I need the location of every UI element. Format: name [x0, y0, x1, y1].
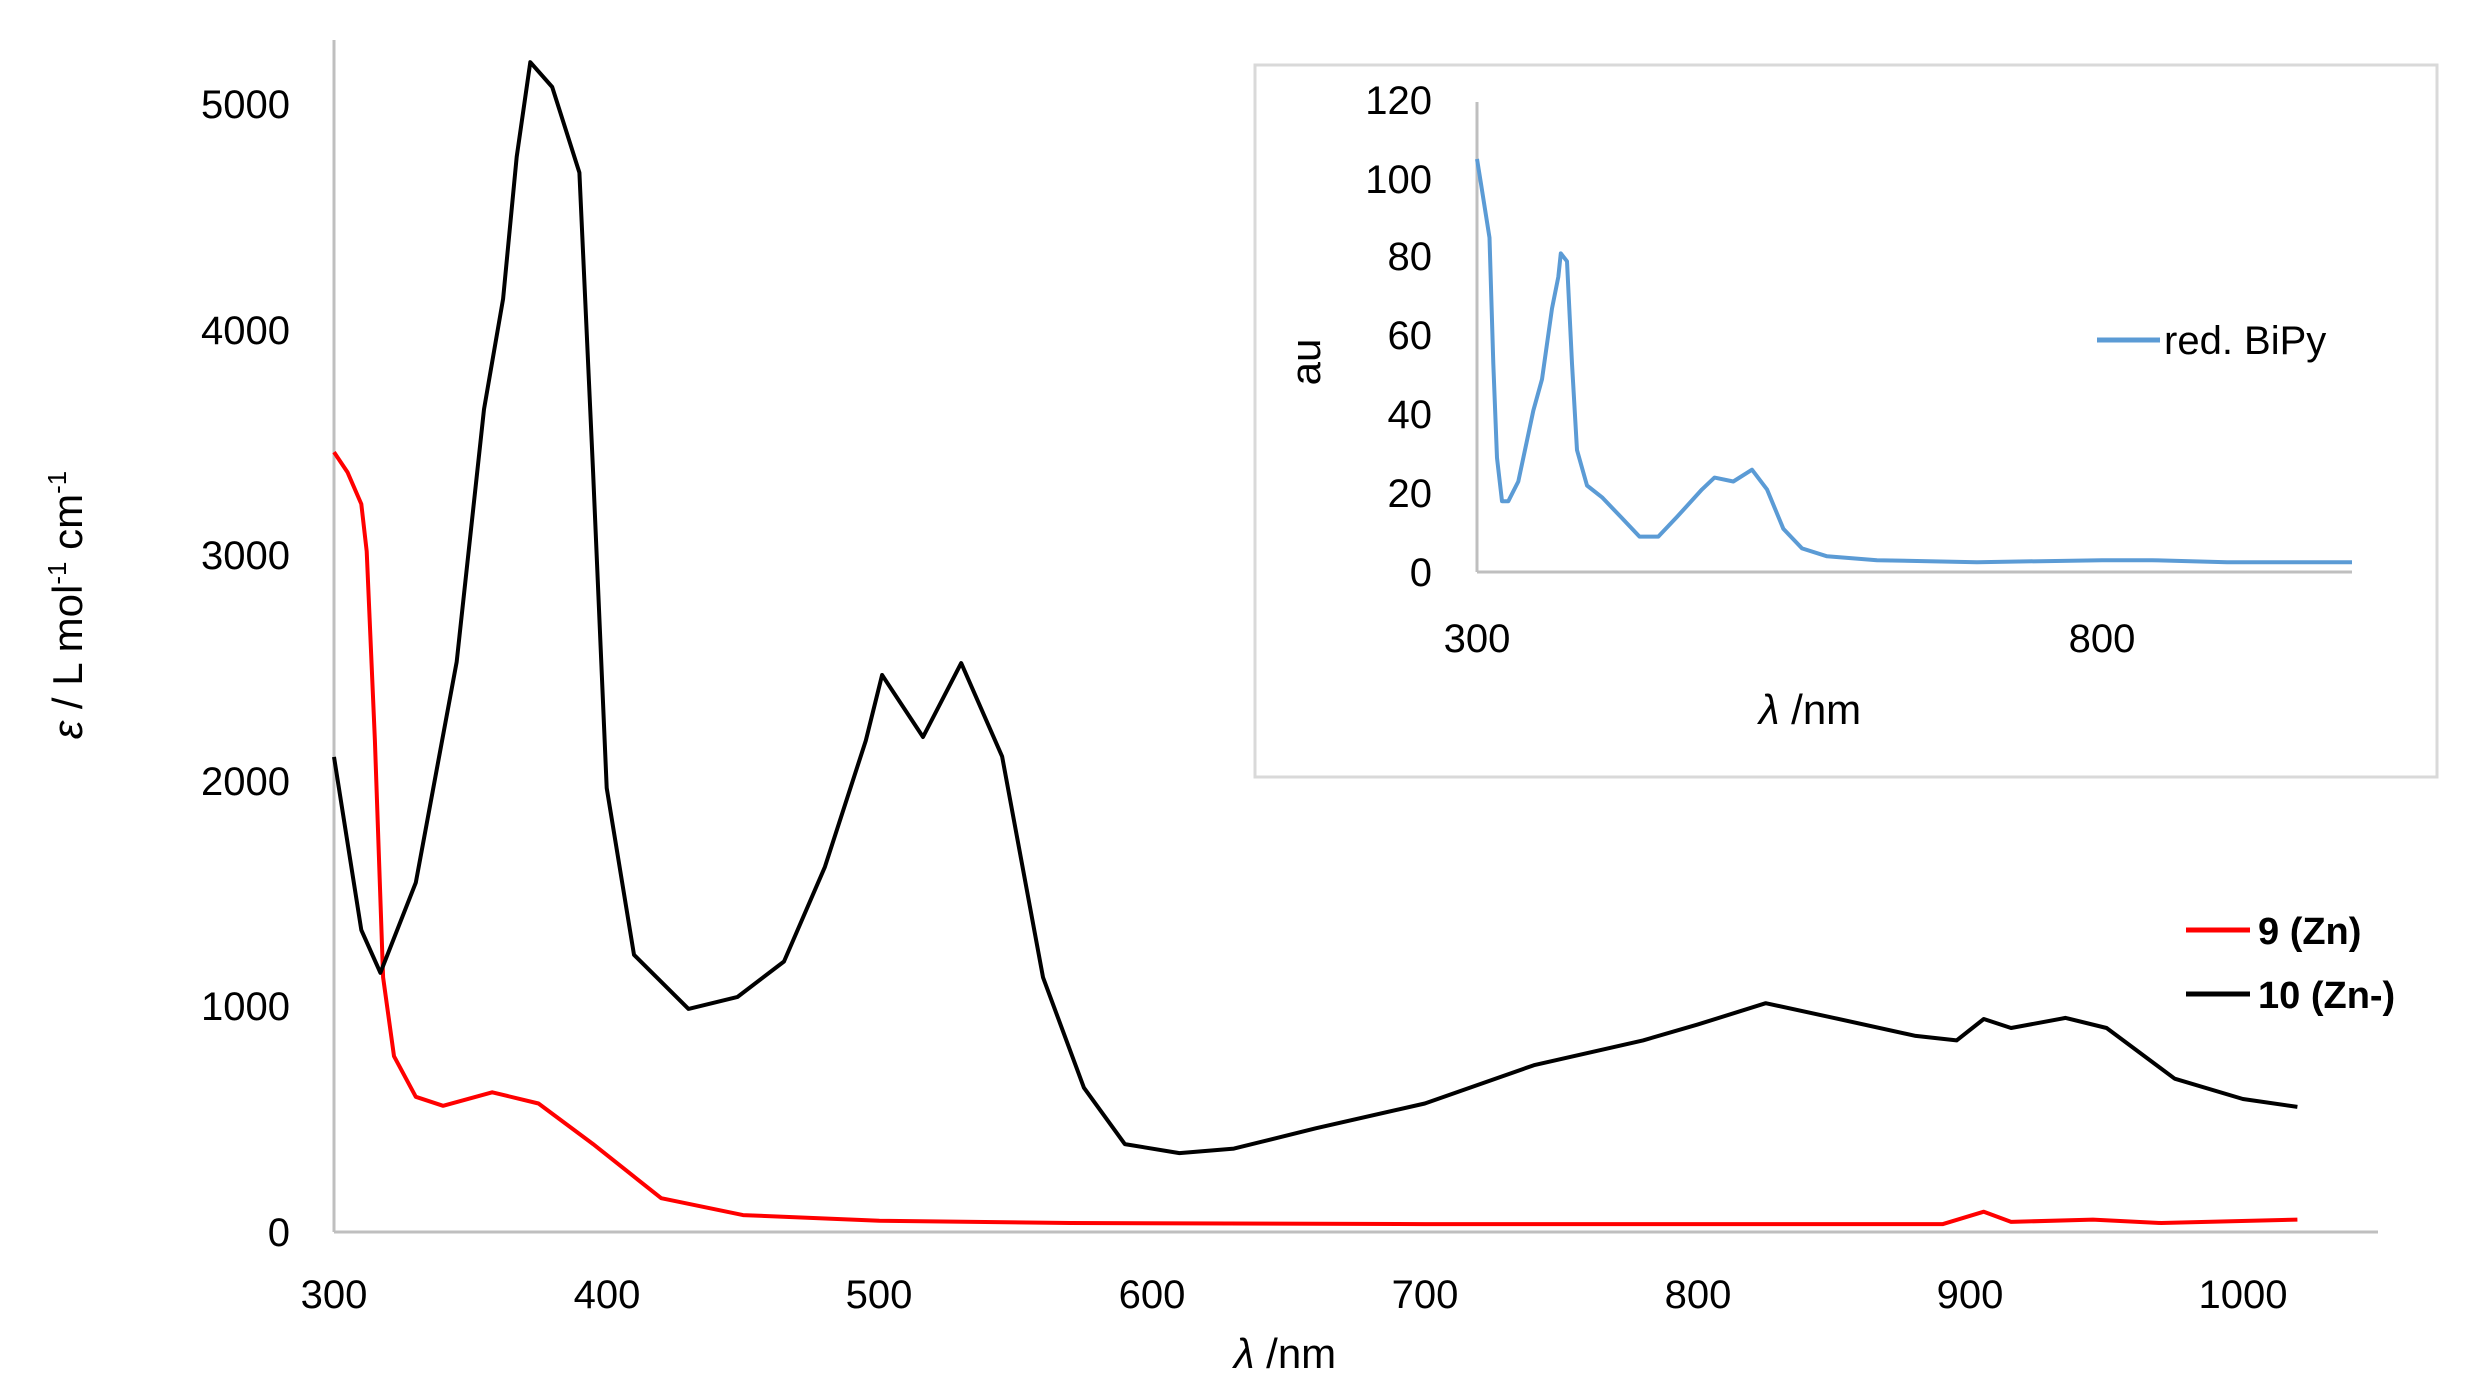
x-tick-label: 900 [1937, 1273, 2004, 1317]
main-y-tick-labels: 0 1000 2000 3000 4000 5000 [201, 83, 290, 1255]
x-tick-label: 300 [301, 1273, 368, 1317]
x-tick-label: 400 [574, 1273, 641, 1317]
y-tick-label: 4000 [201, 309, 290, 353]
y-tick-label: 3000 [201, 534, 290, 578]
inset-frame [1253, 63, 2439, 779]
inset-x-tick-label: 800 [2069, 617, 2136, 661]
inset-y-tick-label: 0 [1410, 551, 1432, 595]
x-tick-label: 500 [846, 1273, 913, 1317]
legend-label-red-bipy: red. BiPy [2164, 319, 2326, 363]
legend-label-10-zn-minus: 10 (Zn-) [2258, 975, 2395, 1017]
inset-y-tick-label: 40 [1388, 393, 1433, 437]
main-x-axis-title: λ /nm [1232, 1330, 1336, 1377]
inset-legend: red. BiPy [2097, 319, 2326, 363]
inset-y-axis-title: au [1282, 339, 1329, 386]
inset-x-axis-title: λ /nm [1757, 686, 1861, 733]
inset-y-tick-label: 20 [1388, 472, 1433, 516]
x-tick-label: 700 [1392, 1273, 1459, 1317]
main-legend: 9 (Zn) 10 (Zn-) [2186, 911, 2395, 1017]
inset-y-tick-labels: 0 20 40 60 80 100 120 [1365, 79, 1432, 595]
inset-y-tick-label: 80 [1388, 235, 1433, 279]
series-line-red-bipy [1475, 158, 2352, 565]
x-tick-label: 1000 [2199, 1273, 2288, 1317]
inset-y-tick-label: 120 [1365, 79, 1432, 123]
main-y-axis-title: ε / L mol-1 cm-1 [42, 471, 91, 740]
inset-x-tick-labels: 300 800 [1444, 617, 2136, 661]
inset-chart: 0 20 40 60 80 100 120 300 800 λ /nm au r… [1253, 63, 2439, 779]
inset-y-tick-label: 60 [1388, 314, 1433, 358]
x-tick-label: 800 [1665, 1273, 1732, 1317]
main-x-tick-labels: 300 400 500 600 700 800 900 1000 [301, 1273, 2288, 1317]
y-tick-label: 0 [268, 1211, 290, 1255]
main-chart: 0 1000 2000 3000 4000 5000 300 400 500 6… [42, 40, 2395, 1377]
y-tick-label: 5000 [201, 83, 290, 127]
series-line-9-zn [332, 450, 2298, 1227]
series-line-10-zn-minus [332, 60, 2298, 1156]
y-tick-label: 2000 [201, 760, 290, 804]
inset-y-tick-label: 100 [1365, 158, 1432, 202]
inset-x-tick-label: 300 [1444, 617, 1511, 661]
y-tick-label: 1000 [201, 985, 290, 1029]
x-tick-label: 600 [1119, 1273, 1186, 1317]
legend-label-9-zn: 9 (Zn) [2258, 911, 2361, 953]
